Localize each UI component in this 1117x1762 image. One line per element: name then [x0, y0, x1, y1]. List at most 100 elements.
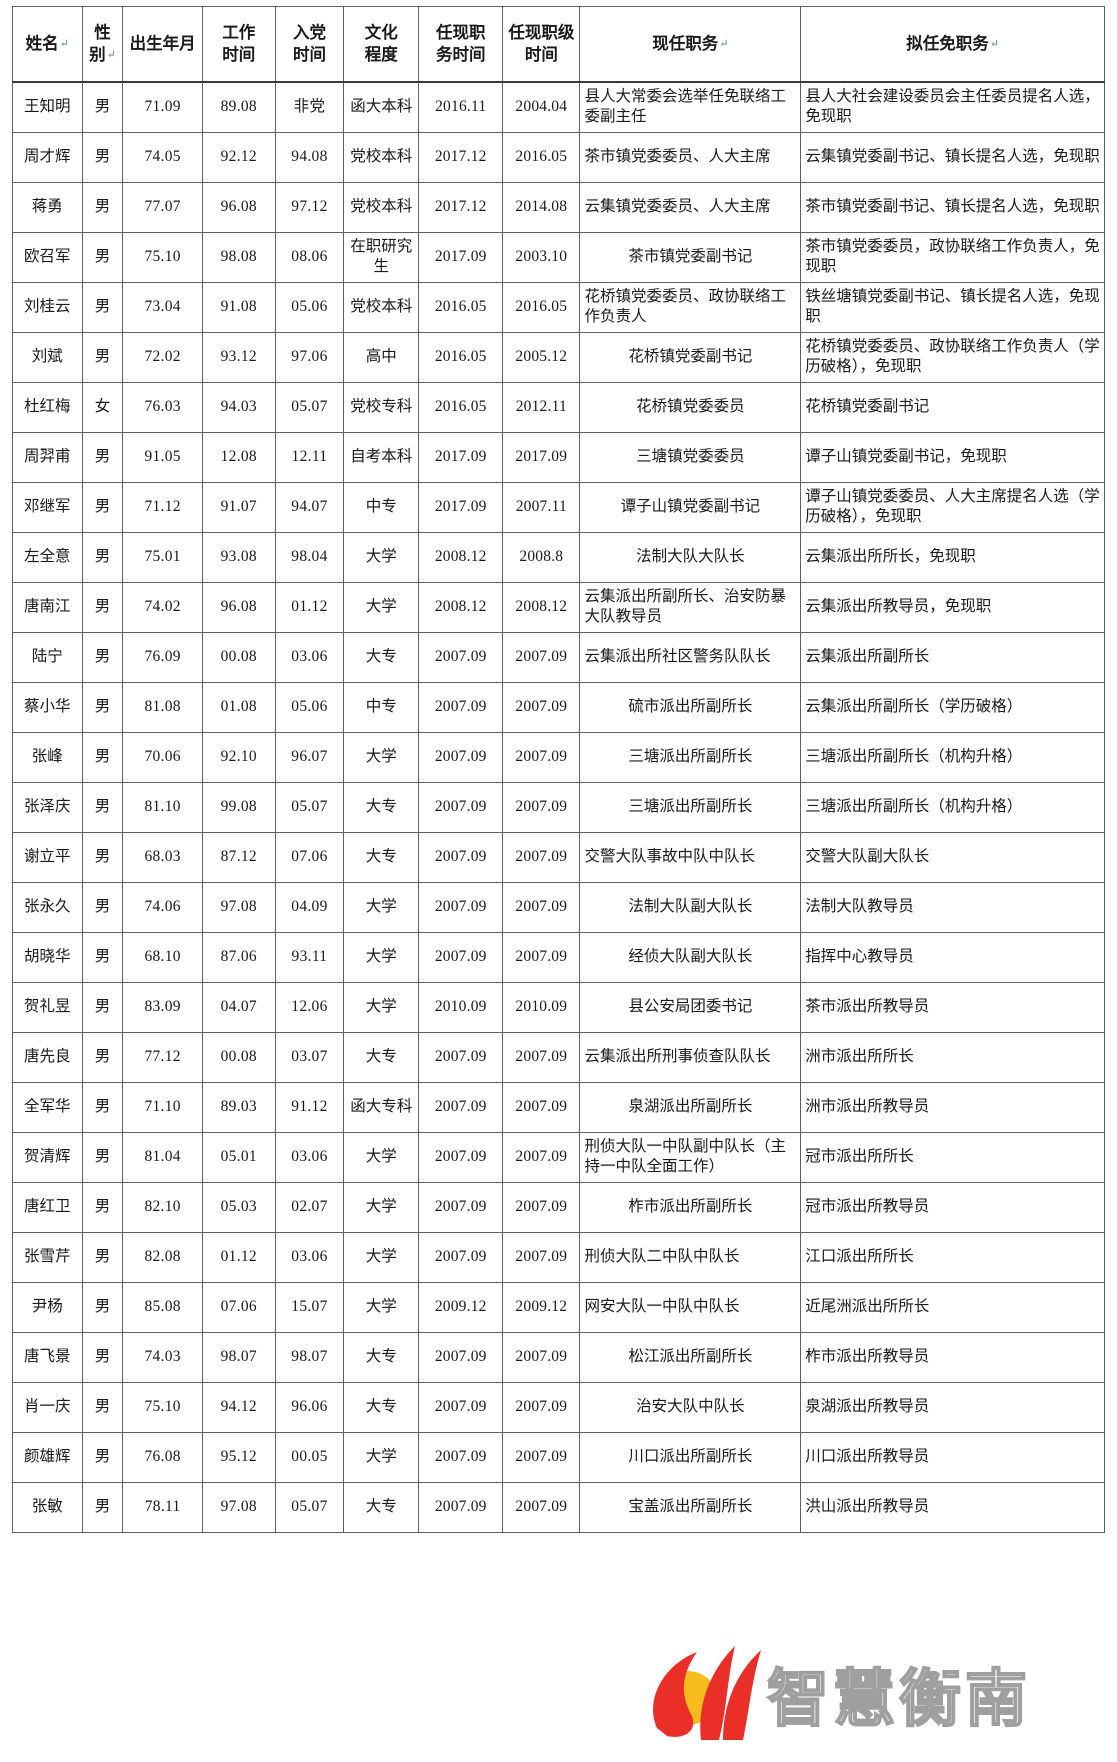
table-row: 贺清辉男 81.04 05.01 03.06 大学 2007.09 2007.09 刑侦大队一… [12, 1131, 1105, 1183]
cell-proposed-post: 川口派出所教导员 [800, 1431, 1105, 1483]
header-line: 时间 [222, 45, 256, 64]
cell-proposed-post: 泉湖派出所教导员 [800, 1381, 1105, 1433]
cell-birth-date: 78.11 [122, 1481, 203, 1533]
cell-work-start: 97.08 [201, 1481, 276, 1533]
column-header-sex: 性别↵ [81, 6, 124, 83]
cell-proposed-post: 云集派出所教导员，免现职 [800, 581, 1105, 633]
table-row: 谢立平男 68.03 87.12 07.06 大专 2007.09 2007.09 交警大队事… [12, 831, 1105, 883]
column-header-party-time: 入党 时间 [274, 6, 345, 83]
cell-current-rank-date: 2007.09 [502, 1331, 581, 1383]
cell-current-rank-date: 2003.10 [502, 231, 581, 283]
cell-proposed-post: 铁丝塘镇党委副书记、镇长提名人选，免现职 [800, 281, 1105, 333]
cell-sex: 男 [81, 531, 124, 583]
cell-proposed-post: 洲市派出所所长 [800, 1031, 1105, 1083]
cell-name: 谢立平 [12, 831, 83, 883]
cell-name: 肖一庆 [12, 1381, 83, 1433]
cell-birth-date: 81.10 [122, 781, 203, 833]
cell-proposed-post: 三塘派出所副所长（机构升格） [800, 781, 1105, 833]
cell-work-start: 01.12 [201, 1231, 276, 1283]
cell-current-post: 柞市派出所副所长 [579, 1181, 802, 1233]
cell-current-rank-date: 2007.09 [502, 1181, 581, 1233]
cell-party-join: 91.12 [274, 1081, 345, 1133]
cell-sex: 男 [81, 281, 124, 333]
column-header-current-post: 现任职务↵ [579, 6, 802, 83]
cell-party-join: 98.07 [274, 1331, 345, 1383]
cell-proposed-post: 三塘派出所副所长（机构升格） [800, 731, 1105, 783]
cell-work-start: 01.08 [201, 681, 276, 733]
cell-current-rank-date: 2007.09 [502, 881, 581, 933]
cell-name: 蒋勇 [12, 181, 83, 233]
cell-birth-date: 77.07 [122, 181, 203, 233]
cell-education: 大专 [343, 1331, 420, 1383]
cell-proposed-post: 云集派出所副所长 [800, 631, 1105, 683]
cell-party-join: 05.06 [274, 281, 345, 333]
table-row: 全军华男 71.10 89.03 91.12 函大专科 2007.09 2007.09 泉湖派… [12, 1081, 1105, 1133]
cell-birth-date: 72.02 [122, 331, 203, 383]
cell-current-rank-date: 2007.09 [502, 781, 581, 833]
header-line: 工作 [222, 23, 256, 43]
cell-work-start: 92.12 [201, 131, 276, 183]
cell-birth-date: 85.08 [122, 1281, 203, 1333]
cell-current-rank-date: 2007.09 [502, 1381, 581, 1433]
cell-sex: 男 [81, 831, 124, 883]
cell-current-post-date: 2016.05 [418, 331, 504, 383]
column-header-proposed-post: 拟任免职务↵ [800, 6, 1105, 83]
cell-name: 唐先良 [12, 1031, 83, 1083]
cell-sex: 男 [81, 481, 124, 533]
cell-name: 周才辉 [12, 131, 83, 183]
cell-birth-date: 68.03 [122, 831, 203, 883]
cell-party-join: 94.08 [274, 131, 345, 183]
cell-birth-date: 74.05 [122, 131, 203, 183]
cell-name: 陆宁 [12, 631, 83, 683]
cell-current-post: 县人大常委会选举任免联络工委副主任 [579, 81, 802, 133]
cell-sex: 男 [81, 1081, 124, 1133]
cell-work-start: 87.06 [201, 931, 276, 983]
cell-current-post: 治安大队中队长 [579, 1381, 802, 1433]
cell-birth-date: 71.12 [122, 481, 203, 533]
header-line: 入党 [292, 23, 326, 43]
cell-education: 自考本科 [343, 431, 420, 483]
cell-party-join: 05.07 [274, 381, 345, 433]
cell-work-start: 93.12 [201, 331, 276, 383]
cell-education: 大学 [343, 731, 420, 783]
table-row: 张泽庆男 81.10 99.08 05.07 大专 2007.09 2007.09 三塘派出所… [12, 781, 1105, 833]
cell-name: 张泽庆 [12, 781, 83, 833]
cell-current-rank-date: 2007.09 [502, 681, 581, 733]
cell-birth-date: 81.04 [122, 1131, 203, 1183]
header-line: 时间 [524, 45, 558, 64]
cell-birth-date: 76.03 [122, 381, 203, 433]
cell-current-post-date: 2008.12 [418, 531, 504, 583]
cell-current-post-date: 2007.09 [418, 631, 504, 683]
cell-work-start: 99.08 [201, 781, 276, 833]
cell-birth-date: 74.02 [122, 581, 203, 633]
cell-current-post-date: 2007.09 [418, 1481, 504, 1533]
cell-current-post: 三塘镇党委委员 [579, 431, 802, 483]
cell-current-post: 花桥镇党委委员 [579, 381, 802, 433]
cell-name: 蔡小华 [12, 681, 83, 733]
column-header-name: 姓名↵ [12, 6, 83, 83]
cell-birth-date: 71.10 [122, 1081, 203, 1133]
cell-sex: 男 [81, 1331, 124, 1383]
header-row: 姓名↵ 性别↵ 出生年月 工作 时间 入党 时间 文化 程度 [12, 6, 1105, 83]
cell-current-rank-date: 2005.12 [502, 331, 581, 383]
cell-sex: 男 [81, 1281, 124, 1333]
cell-name: 胡晓华 [12, 931, 83, 983]
cell-proposed-post: 冠市派出所所长 [800, 1131, 1105, 1183]
cell-proposed-post: 近尾洲派出所所长 [800, 1281, 1105, 1333]
cell-current-rank-date: 2016.05 [502, 131, 581, 183]
cell-current-post-date: 2007.09 [418, 1331, 504, 1383]
cell-birth-date: 77.12 [122, 1031, 203, 1083]
cell-current-rank-date: 2009.12 [502, 1281, 581, 1333]
header-line: 姓名 [25, 34, 59, 54]
cell-sex: 女 [81, 381, 124, 433]
cell-work-start: 00.08 [201, 1031, 276, 1083]
personnel-roster-table: 姓名↵ 性别↵ 出生年月 工作 时间 入党 时间 文化 程度 [12, 6, 1105, 1533]
cell-sex: 男 [81, 231, 124, 283]
cell-work-start: 05.03 [201, 1181, 276, 1233]
cell-current-post: 宝盖派出所副所长 [579, 1481, 802, 1533]
cell-work-start: 95.12 [201, 1431, 276, 1483]
table-header: 姓名↵ 性别↵ 出生年月 工作 时间 入党 时间 文化 程度 [12, 6, 1105, 83]
cell-current-post: 云集派出所副所长、治安防暴大队教导员 [579, 581, 802, 633]
cell-proposed-post: 云集派出所副所长（学历破格） [800, 681, 1105, 733]
